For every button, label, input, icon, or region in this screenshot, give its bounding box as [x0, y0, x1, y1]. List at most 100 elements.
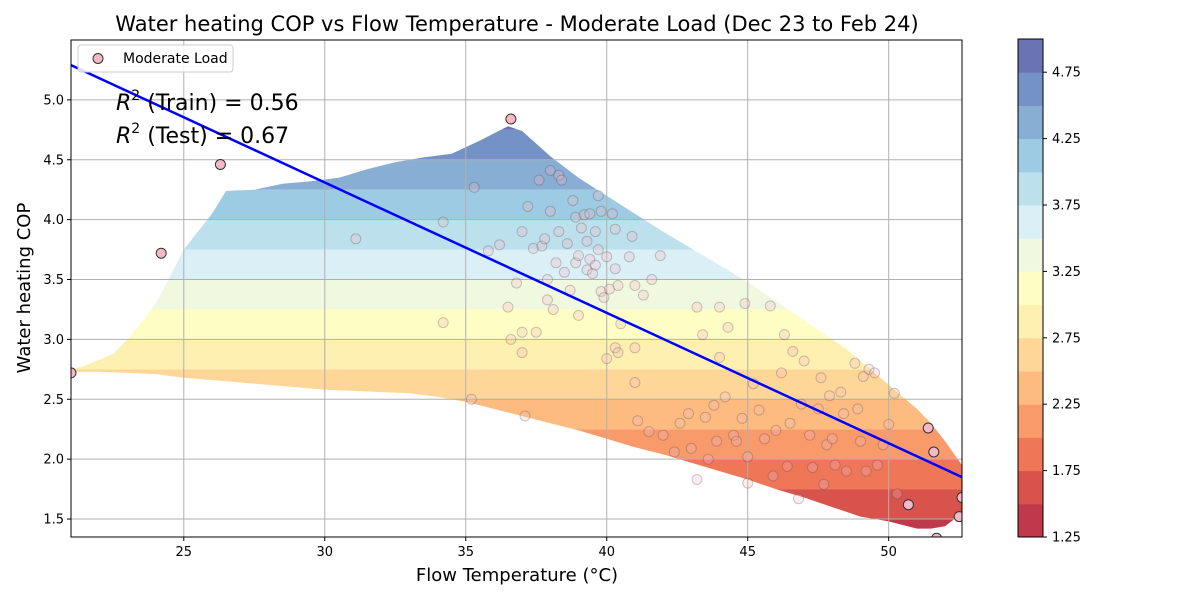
- scatter-point: [922, 422, 934, 434]
- colorbar-tick-label: 2.75: [1052, 331, 1081, 346]
- scatter-point: [437, 216, 449, 228]
- scatter-point: [573, 309, 584, 321]
- scatter-point: [595, 205, 607, 217]
- scatter-point: [584, 253, 596, 265]
- scatter-point: [539, 233, 551, 245]
- r2-train-annotation: R2 (Train) = 0.56: [116, 88, 299, 116]
- scatter-point: [668, 446, 680, 458]
- y-tick-label: 4.5: [43, 153, 64, 168]
- scatter-point: [350, 233, 362, 245]
- scatter-point: [465, 393, 477, 405]
- scatter-point: [556, 174, 568, 186]
- colorbar-frame: [1017, 38, 1044, 538]
- scatter-point: [719, 391, 731, 403]
- legend: Moderate Load: [77, 44, 234, 73]
- scatter-point: [536, 240, 548, 252]
- contour-band: [71, 159, 962, 190]
- scatter-point: [516, 347, 528, 359]
- scatter-point: [826, 433, 838, 445]
- scatter-point: [728, 429, 740, 441]
- scatter-point: [759, 433, 771, 445]
- r2-test-base: R: [116, 124, 131, 149]
- legend-label: Moderate Load: [123, 51, 228, 67]
- scatter-point: [595, 286, 607, 297]
- scatter-point: [632, 415, 644, 427]
- scatter-point: [730, 435, 742, 447]
- scatter-point: [511, 277, 522, 289]
- y-axis-ticks: 1.5 2.0 2.5 3.0 3.5 4.0 4.5 5.0: [43, 93, 71, 528]
- scatter-point: [683, 408, 694, 420]
- scatter-point: [714, 351, 725, 363]
- scatter-point: [598, 292, 610, 303]
- colorbar-bands: [1018, 39, 1043, 538]
- scatter-point: [592, 244, 604, 256]
- scatter-point: [544, 205, 556, 217]
- y-tick-label: 3.5: [43, 273, 64, 288]
- colorbar: 1.25 1.75 2.25 2.75 3.25 3.75 4.25 4.75: [1017, 38, 1081, 546]
- scatter-point: [697, 329, 709, 341]
- scatter-point: [612, 347, 624, 359]
- x-tick-label: 50: [880, 545, 897, 560]
- regression-line-group: [71, 64, 962, 479]
- scatter-point: [883, 418, 895, 430]
- scatter-point: [573, 250, 584, 262]
- scatter-point: [609, 263, 621, 275]
- y-tick-label: 5.0: [43, 93, 64, 108]
- scatter-point: [860, 465, 872, 477]
- plot-frame: [70, 39, 963, 538]
- scatter-point: [657, 429, 669, 441]
- scatter-point: [793, 493, 804, 505]
- scatter-point: [547, 304, 559, 315]
- scatter-point: [807, 462, 819, 473]
- scatter-point: [468, 181, 480, 193]
- y-axis-label: Water heating COP: [14, 203, 35, 374]
- scatter-point: [581, 264, 593, 276]
- scatter-point: [714, 301, 725, 313]
- scatter-point: [708, 399, 720, 411]
- scatter-point: [601, 251, 613, 263]
- scatter-point: [798, 355, 810, 367]
- colorbar-tick-label: 1.25: [1052, 531, 1081, 546]
- x-tick-label: 35: [457, 545, 474, 560]
- r2-train-base: R: [116, 91, 131, 116]
- scatter-point: [570, 257, 582, 269]
- scatter-point: [437, 317, 449, 329]
- colorbar-band: [1018, 138, 1043, 173]
- colorbar-tick-label: 4.25: [1052, 132, 1081, 147]
- scatter-point: [587, 268, 599, 279]
- scatter-point: [815, 372, 827, 384]
- scatter-point: [742, 451, 754, 463]
- colorbar-tick-label: 3.25: [1052, 265, 1081, 280]
- colorbar-band: [1018, 371, 1043, 405]
- scatter-point: [553, 169, 565, 181]
- scatter-point: [629, 342, 641, 354]
- scatter-point: [505, 333, 517, 345]
- scatter-point: [742, 477, 754, 489]
- scatter-point: [711, 435, 723, 447]
- scatter-point: [643, 426, 655, 438]
- scatter-point: [767, 470, 779, 482]
- scatter-point: [609, 342, 621, 354]
- colorbar-band: [1018, 205, 1043, 239]
- colorbar-band: [1018, 503, 1043, 538]
- r2-train-value: (Train) = 0.56: [140, 91, 298, 116]
- colorbar-tick-label: 3.75: [1052, 199, 1081, 214]
- scatter-point: [753, 404, 765, 416]
- scatter-point: [840, 465, 852, 477]
- contour-band: [71, 519, 962, 529]
- y-tick-label: 2.5: [43, 393, 64, 408]
- scatter-point: [502, 301, 514, 313]
- x-axis-ticks: 25 30 35 40 45 50: [176, 537, 897, 560]
- scatter-point: [685, 442, 697, 454]
- scatter-point: [612, 280, 624, 291]
- scatter-point: [516, 226, 528, 238]
- scatter-point: [891, 488, 903, 500]
- chart-title: Water heating COP vs Flow Temperature - …: [115, 12, 918, 36]
- regression-line: [71, 64, 962, 479]
- scatter-point: [494, 239, 506, 251]
- colorbar-band: [1018, 470, 1043, 505]
- y-tick-label: 1.5: [43, 513, 64, 528]
- scatter-point: [956, 492, 962, 503]
- scatter-point: [629, 280, 641, 291]
- scatter-point: [691, 474, 703, 485]
